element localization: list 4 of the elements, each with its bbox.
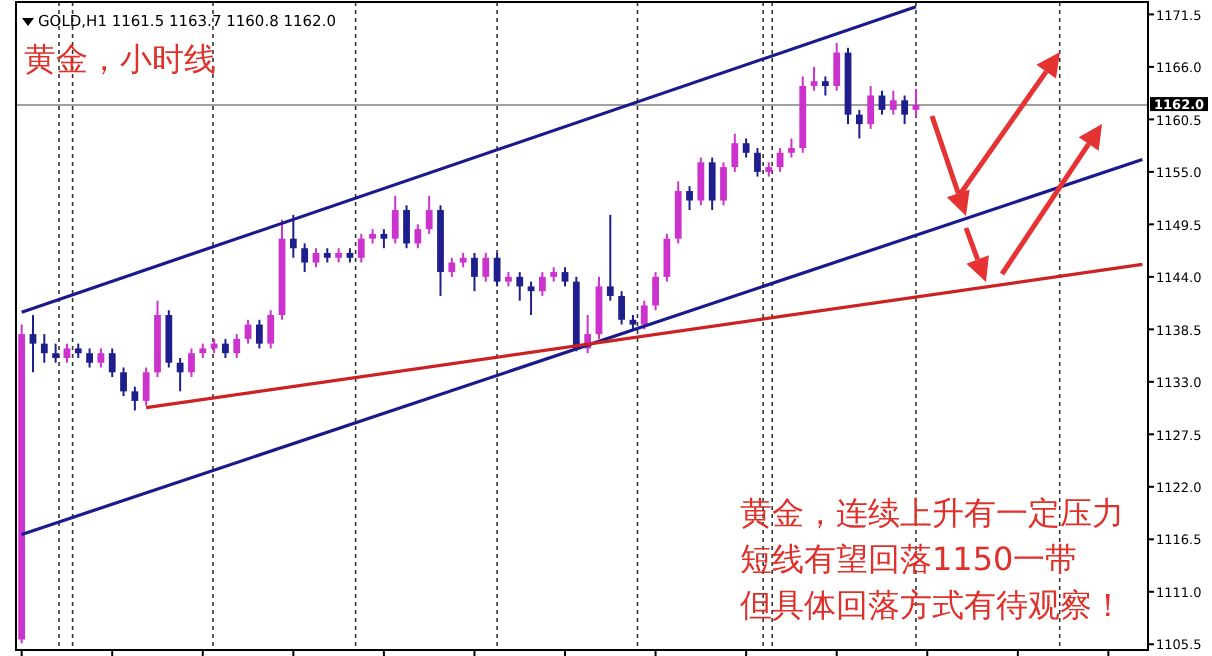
annotation: 短线有望回落1150一带 bbox=[740, 540, 1078, 578]
annotation: 黄金，连续上升有一定压力 bbox=[740, 494, 1124, 532]
annotation: 但具体回落方式有待观察！ bbox=[740, 586, 1124, 624]
title: 黄金，小时线 bbox=[24, 40, 216, 78]
